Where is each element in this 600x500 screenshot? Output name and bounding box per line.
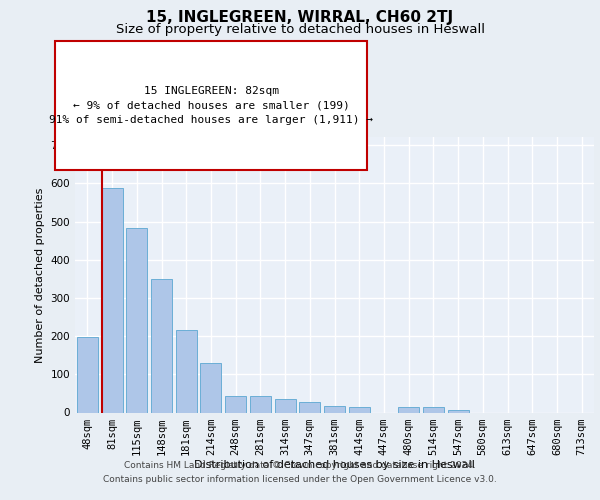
Bar bbox=[349, 407, 370, 412]
Bar bbox=[324, 406, 345, 412]
Y-axis label: Number of detached properties: Number of detached properties bbox=[35, 188, 45, 362]
Bar bbox=[200, 363, 221, 412]
Bar bbox=[225, 396, 246, 412]
Bar bbox=[299, 402, 320, 412]
Bar bbox=[275, 399, 296, 412]
Text: Contains public sector information licensed under the Open Government Licence v3: Contains public sector information licen… bbox=[103, 476, 497, 484]
Text: Size of property relative to detached houses in Heswall: Size of property relative to detached ho… bbox=[115, 24, 485, 36]
Bar bbox=[126, 228, 147, 412]
Bar bbox=[423, 407, 444, 412]
Bar bbox=[398, 407, 419, 412]
Bar bbox=[176, 330, 197, 412]
Bar bbox=[77, 338, 98, 412]
Bar bbox=[448, 410, 469, 412]
Text: Contains HM Land Registry data © Crown copyright and database right 2024.: Contains HM Land Registry data © Crown c… bbox=[124, 462, 476, 470]
Bar bbox=[151, 279, 172, 412]
Bar bbox=[250, 396, 271, 412]
Text: 15, INGLEGREEN, WIRRAL, CH60 2TJ: 15, INGLEGREEN, WIRRAL, CH60 2TJ bbox=[146, 10, 454, 25]
Bar bbox=[101, 188, 122, 412]
Text: 15 INGLEGREEN: 82sqm
← 9% of detached houses are smaller (199)
91% of semi-detac: 15 INGLEGREEN: 82sqm ← 9% of detached ho… bbox=[49, 86, 373, 126]
X-axis label: Distribution of detached houses by size in Heswall: Distribution of detached houses by size … bbox=[194, 460, 475, 470]
